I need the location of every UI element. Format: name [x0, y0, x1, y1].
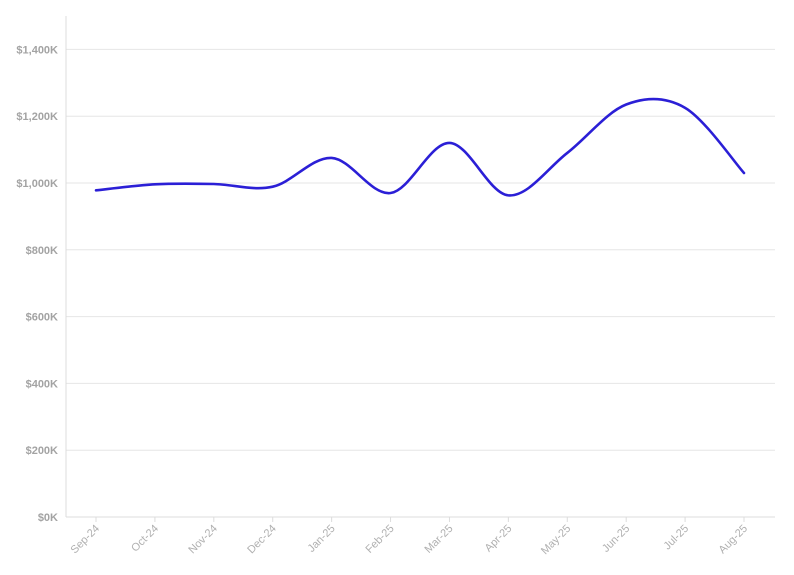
- x-tick-label: Mar-25: [422, 523, 455, 556]
- y-tick-label: $1,400K: [16, 44, 58, 56]
- data-point: [211, 181, 217, 187]
- data-point: [93, 187, 99, 193]
- x-tick-label: Jul-25: [662, 523, 692, 553]
- x-tick-label: May-25: [539, 523, 573, 557]
- series-line: [94, 97, 746, 197]
- x-tick-label: Apr-25: [483, 523, 515, 555]
- y-tick-label: $400K: [26, 378, 58, 390]
- data-point: [623, 102, 629, 108]
- y-tick-label: $1,000K: [16, 178, 58, 190]
- data-point: [741, 170, 747, 176]
- x-tick-label: Dec-24: [245, 523, 279, 557]
- x-tick-label: Sep-24: [69, 523, 103, 557]
- x-tick-label: Oct-24: [129, 523, 161, 555]
- data-point: [446, 140, 452, 146]
- x-axis-ticks: Sep-24 Oct-24 Nov-24 Dec-24 Jan-25 Feb-25 Mar-…: [69, 517, 751, 557]
- data-point: [388, 190, 394, 196]
- data-point: [505, 192, 511, 198]
- x-tick-label: Jan-25: [305, 523, 337, 555]
- x-tick-label: Aug-25: [717, 523, 751, 557]
- data-point: [564, 150, 570, 156]
- y-tick-label: $600K: [26, 312, 58, 324]
- data-point: [682, 105, 688, 111]
- y-tick-label: $0K: [38, 512, 58, 524]
- y-axis-ticks: $0K $200K $400K $600K $800K $1,000K $1,200K $1,…: [16, 44, 58, 524]
- x-tick-label: Feb-25: [364, 523, 397, 556]
- y-tick-label: $800K: [26, 245, 58, 257]
- y-tick-label: $200K: [26, 445, 58, 457]
- y-tick-label: $1,200K: [16, 111, 58, 123]
- data-point: [270, 184, 276, 190]
- data-point: [152, 181, 158, 187]
- y-gridlines: [66, 48, 775, 451]
- x-tick-label: Jun-25: [600, 523, 632, 555]
- data-point: [329, 155, 335, 161]
- x-tick-label: Nov-24: [186, 523, 220, 557]
